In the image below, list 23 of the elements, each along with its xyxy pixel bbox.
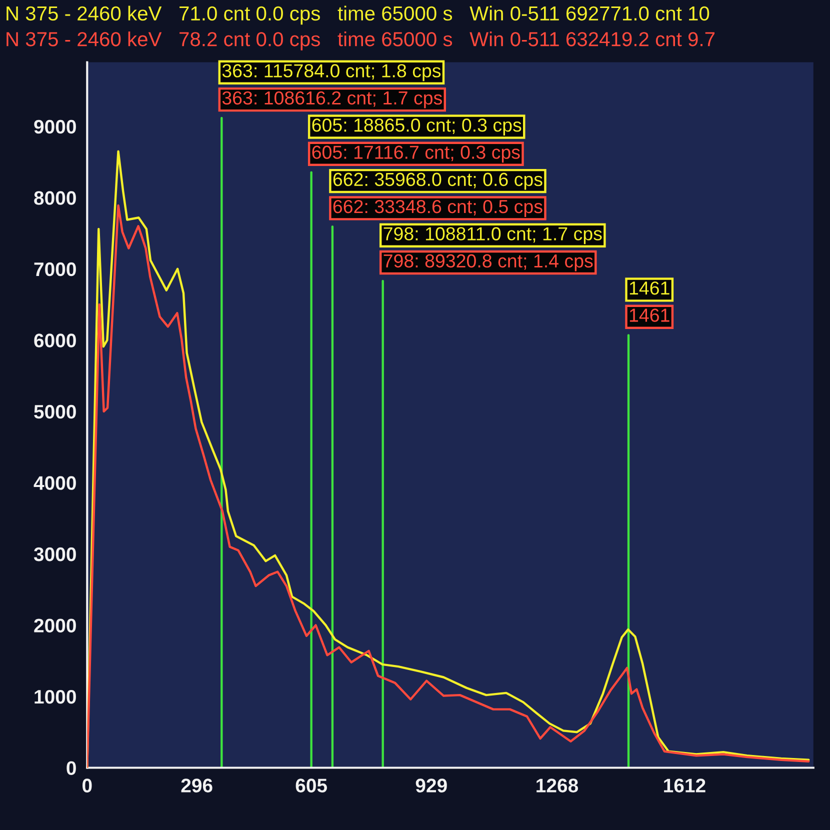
x-tick-label: 929 <box>416 778 447 792</box>
y-tick-label: 8000 <box>34 191 76 205</box>
text: N 375 - 2460 keV 78.2 cnt 0.0 cps time 65000 s Win 0-511 632419.2 cnt 9.7 <box>6 32 714 50</box>
x-tick-label: 605 <box>296 778 328 792</box>
y-tick-label: 2000 <box>34 618 76 632</box>
text: N 375 - 2460 keV 71.0 cnt 0.0 cps time 65000 s Win 0-511 692771.0 cnt 10 <box>6 6 710 25</box>
ref-line-label: 1461 1461 <box>630 281 670 322</box>
y-tick-label: 3000 <box>34 547 76 562</box>
y-tick-label: 5000 <box>34 404 76 419</box>
x-tick-label: 1268 <box>536 778 578 792</box>
ref-line-label: 798: 108811.0 cnt; 1.7 cps 798: 89320.8 cnt; 1.4 cps <box>384 227 602 272</box>
y-tick-label: 1000 <box>34 690 76 704</box>
y-tick-label: 0 <box>66 761 76 775</box>
x-tick-label: 296 <box>181 778 212 792</box>
y-tick-label: 7000 <box>34 262 76 276</box>
y-tick-label: 9000 <box>34 120 76 134</box>
x-tick-label: 1612 <box>664 778 706 792</box>
x-tick-label: 0 <box>82 778 92 792</box>
y-tick-label: 6000 <box>34 334 76 348</box>
ref-line-label: 605: 18865.0 cnt; 0.3 cps 605: 17116.7 cnt; 0.3 cps <box>312 118 522 163</box>
y-tick-label: 4000 <box>34 476 76 490</box>
ref-line-label: 662: 35968.0 cnt; 0.6 cps 662: 33348.6 cnt; 0.5 cps <box>333 172 542 217</box>
ref-line-label: 363: 115784.0 cnt; 1.8 cps 363: 108616.2 cnt; 1.7 cps <box>222 64 442 108</box>
